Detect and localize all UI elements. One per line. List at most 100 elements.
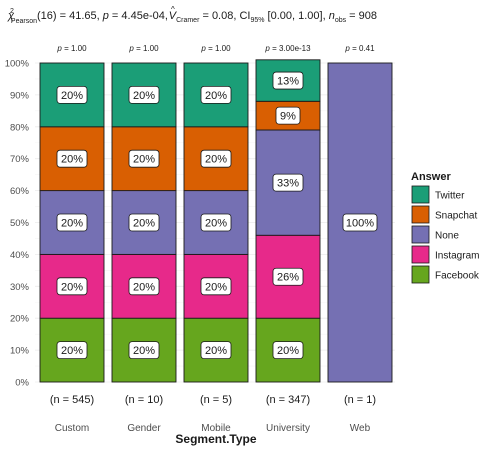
data-label-box [200,277,232,296]
subtitle-chi-rest: (16) = 41.65, [37,10,103,22]
subtitle-chi-sup: 2 [10,8,14,15]
data-label-text: 20% [133,345,155,357]
p-value-number: = 1.00 [206,44,231,53]
data-label-text: 13% [277,76,299,88]
data-label: 20% [56,341,88,360]
data-label-box [56,149,88,168]
y-tick-label: 70% [10,154,30,165]
data-label-text: 20% [205,281,227,293]
data-label-box [200,341,232,360]
data-label-text: 20% [61,154,83,166]
data-label-text: 20% [205,154,227,166]
legend-label-instagram: Instagram [435,251,479,262]
legend-label-twitter: Twitter [435,191,465,202]
data-label: 9% [275,106,301,125]
data-label: 20% [272,341,304,360]
x-tick-label: Web [350,423,371,434]
data-label: 20% [200,341,232,360]
data-label-text: 20% [133,218,155,230]
p-value-symbol: p [200,44,206,53]
data-label: 20% [128,86,160,104]
p-value-number: = 0.41 [350,44,375,53]
chart-subtitle: χ2 Pearson(16) = 41.65, p = 4.45e-04, ^ VC… [7,5,377,25]
subtitle-n-sym: n [329,10,335,22]
y-axis-ticks: 0% 10% 20% 30% 40% 50% 60% 70% 80% 90% 100% [5,59,30,389]
subtitle-n-sub: obs [335,17,347,24]
legend-title: Answer [411,171,451,183]
legend-label-facebook: Facebook [435,271,480,282]
data-label: 20% [56,86,88,104]
data-label: 26% [272,267,304,286]
data-label-box [128,149,160,168]
data-label-box [128,213,160,232]
data-label: 20% [200,86,232,104]
subtitle-chi: χ [7,10,15,22]
data-label: 20% [128,149,160,168]
data-label-text: 100% [346,218,374,230]
data-label: 13% [272,71,304,90]
data-label-box [56,277,88,296]
data-label-text: 20% [61,281,83,293]
p-value-number: = 1.00 [134,44,159,53]
subtitle-ci-sub: 95% [250,17,264,24]
data-label-box [272,71,304,90]
data-label-box [128,341,160,360]
legend: Answer Twitter Snapchat None Instagram Faceb… [411,171,480,284]
subtitle-v-hat: ^ [171,5,175,14]
legend-swatch-facebook [411,265,430,284]
legend-swatch-snapchat [411,205,430,224]
y-tick-label: 30% [10,282,30,293]
n-label: (n = 1) [344,394,376,406]
legend-label-none: None [435,231,459,242]
data-label: 20% [128,341,160,360]
p-value-symbol: p [56,44,62,53]
data-label-box [342,213,378,232]
data-label-text: 20% [277,345,299,357]
data-label-text: 20% [133,281,155,293]
y-tick-label: 100% [5,59,30,70]
data-label: 20% [200,277,232,296]
n-labels: (n = 545) (n = 10) (n = 5) (n = 347) (n = 1) [50,394,376,406]
data-label-text: 20% [133,154,155,166]
data-label-text: 20% [133,90,155,102]
legend-swatch-none [411,225,430,244]
n-label: (n = 545) [50,394,94,406]
n-label: (n = 5) [200,394,232,406]
data-label-text: 33% [277,178,299,190]
subtitle-ci-val: [0.00, 1.00], [264,10,328,22]
data-label-box [56,341,88,360]
data-label-box [272,341,304,360]
subtitle-v-val: = 0.08, CI [199,10,250,22]
p-value-symbol: p [344,44,350,53]
p-value-labels: p = 1.00 p = 1.00 p = 1.00 p = 3.00e-13 p = … [56,44,375,53]
data-label-text: 26% [277,272,299,284]
data-label-text: 20% [205,345,227,357]
p-value-label: p = 1.00 [200,44,231,53]
p-value-label: p = 3.00e-13 [264,44,311,53]
data-label: 20% [56,277,88,296]
data-label-box [200,149,232,168]
p-value-symbol: p [264,44,270,53]
data-label: 20% [56,213,88,232]
p-value-label: p = 1.00 [128,44,159,53]
x-axis-title: Segment.Type [175,432,256,446]
p-value-label: p = 1.00 [56,44,87,53]
data-label-text: 9% [280,111,296,123]
p-value-symbol: p [128,44,134,53]
data-label: 20% [200,213,232,232]
p-value-label: p = 0.41 [344,44,375,53]
data-label-box [128,86,160,104]
legend-swatch-twitter [411,185,430,204]
data-label-box [272,173,304,192]
subtitle-n-val: = 908 [346,10,377,22]
y-tick-label: 60% [10,186,30,197]
y-tick-label: 50% [10,218,30,229]
subtitle-v-sym: V [169,10,178,22]
x-tick-label: University [266,423,310,434]
x-axis-ticks: Custom Gender Mobile University Web [55,423,371,434]
data-label-box [200,213,232,232]
y-tick-label: 10% [10,346,30,357]
data-label-box [56,86,88,104]
data-label-text: 20% [61,218,83,230]
